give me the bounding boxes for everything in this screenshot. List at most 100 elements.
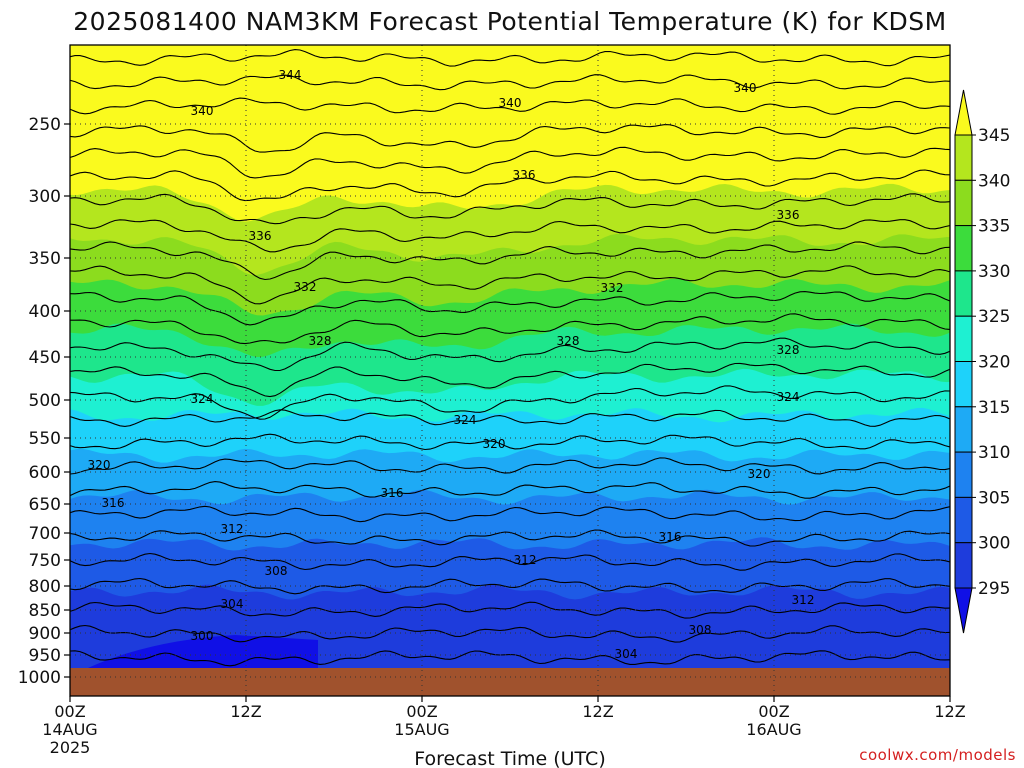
colorbar-segment	[954, 225, 973, 272]
y-tick-label: 900	[29, 624, 61, 644]
x-tick-label: 00Z	[406, 702, 437, 721]
x-tick-date: 14AUG	[42, 720, 97, 739]
ground-terrain	[70, 668, 950, 696]
chart-title: 2025081400 NAM3KM Forecast Potential Tem…	[73, 7, 946, 36]
contour-line	[70, 169, 950, 202]
contour-label: 332	[294, 280, 317, 294]
y-tick-label: 550	[29, 429, 61, 449]
x-tick-date: 16AUG	[746, 720, 801, 739]
cold-pocket	[88, 635, 318, 668]
x-tick-label: 12Z	[582, 702, 613, 721]
credit-text: coolwx.com/models	[859, 746, 1016, 764]
contour-label: 308	[265, 564, 288, 578]
y-tick-label: 250	[29, 115, 61, 135]
contour-label: 324	[777, 390, 800, 404]
contour-line	[70, 529, 950, 547]
colorbar-segment	[954, 406, 973, 453]
contour-label: 316	[659, 530, 682, 544]
contour-line	[70, 146, 950, 179]
contour-line	[70, 481, 950, 499]
y-tick-label: 650	[29, 495, 61, 515]
contour-lines	[70, 49, 950, 667]
contour-line	[70, 362, 950, 398]
colorbar-bottom-arrow	[954, 587, 973, 634]
contour-line	[70, 457, 950, 475]
contour-label: 340	[499, 96, 522, 110]
contour-line	[70, 433, 950, 451]
contour-line	[70, 124, 950, 153]
contour-line	[70, 624, 950, 643]
colorbar-label: 340	[978, 171, 1010, 191]
colorbar-label: 305	[978, 488, 1010, 508]
y-tick-label: 300	[29, 187, 61, 207]
colorbar-label: 310	[978, 443, 1010, 463]
contour-label: 336	[513, 168, 536, 182]
y-tick-label: 950	[29, 646, 61, 666]
contour-label: 336	[777, 208, 800, 222]
colorbar-top-arrow	[954, 89, 973, 136]
colorbar-label: 325	[978, 307, 1010, 327]
colorbar-label: 320	[978, 353, 1010, 373]
colorbar-label: 295	[978, 579, 1010, 599]
plot-frame	[69, 44, 951, 697]
colorbar: 345 340 335 330 325 320 315 310 305 300 295	[954, 89, 1010, 634]
contour-label: 320	[88, 458, 111, 472]
contour-label: 320	[483, 437, 506, 451]
y-tick-label: 600	[29, 463, 61, 483]
contour-line	[70, 49, 950, 67]
colorbar-segment	[954, 134, 973, 181]
colorbar-segment	[954, 179, 973, 227]
contour-label: 336	[249, 229, 272, 243]
contour-label: 304	[615, 647, 638, 661]
x-tick-year: 2025	[50, 738, 91, 757]
colorbar-segment	[954, 451, 973, 498]
y-tick-label: 500	[29, 391, 61, 411]
y-tick-label: 400	[29, 302, 61, 322]
contour-line	[70, 241, 950, 281]
contour-label: 316	[381, 486, 404, 500]
band-11	[70, 45, 950, 222]
y-tick-label: 800	[29, 577, 61, 597]
contour-label: 320	[748, 467, 771, 481]
y-tick-label: 1000	[18, 668, 61, 688]
colorbar-segment	[954, 542, 973, 589]
contour-label: 324	[191, 392, 214, 406]
colorbar-segment	[954, 361, 973, 408]
y-axis: 250 300 350 400 450 500 550 600 650 700 750 800 850 9…	[18, 115, 70, 688]
contour-label: 312	[221, 522, 244, 536]
contour-line	[70, 577, 950, 595]
y-tick-label: 700	[29, 524, 61, 544]
colorbar-segment	[954, 315, 973, 363]
contour-line	[70, 601, 950, 619]
y-tick-label: 450	[29, 348, 61, 368]
contour-label: 340	[191, 104, 214, 118]
grid-lines	[70, 45, 950, 696]
filled-bands	[70, 45, 950, 696]
x-tick-label: 00Z	[758, 702, 789, 721]
contour-label: 304	[221, 597, 244, 611]
colorbar-label: 300	[978, 534, 1010, 554]
colorbar-label: 330	[978, 262, 1010, 282]
colorbar-label: 315	[978, 398, 1010, 418]
contour-line	[70, 97, 950, 115]
contour-line	[70, 74, 950, 91]
contour-label: 328	[777, 343, 800, 357]
x-tick-label: 12Z	[934, 702, 965, 721]
x-tick-date: 15AUG	[394, 720, 449, 739]
contour-label: 312	[514, 553, 537, 567]
contour-label: 300	[191, 629, 214, 643]
contour-line	[70, 219, 950, 253]
contour-label: 340	[734, 81, 757, 95]
contour-label: 308	[689, 623, 712, 637]
contour-label: 324	[454, 413, 477, 427]
x-tick-label: 12Z	[230, 702, 261, 721]
contour-line	[70, 337, 950, 372]
x-axis-label: Forecast Time (UTC)	[414, 748, 605, 768]
colorbar-segment	[954, 496, 973, 544]
colorbar-label: 345	[978, 126, 1010, 146]
contour-line	[70, 313, 950, 345]
y-tick-label: 750	[29, 551, 61, 571]
contour-line	[70, 265, 950, 305]
contour-line	[70, 552, 950, 571]
